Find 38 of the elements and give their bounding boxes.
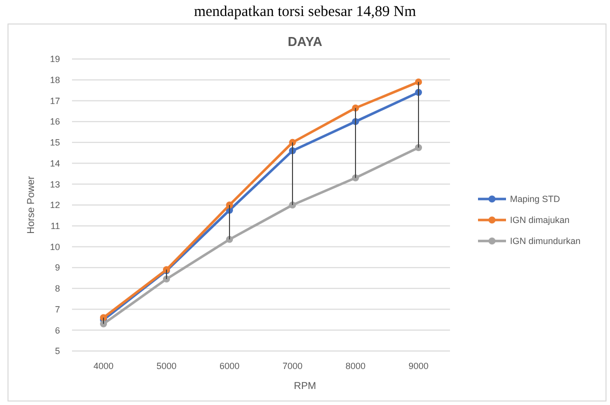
x-tick-label: 6000 bbox=[219, 361, 240, 371]
y-tick-label: 16 bbox=[50, 116, 60, 127]
y-tick-label: 14 bbox=[50, 158, 60, 168]
legend-label: IGN dimundurkan bbox=[510, 236, 581, 246]
point bbox=[415, 78, 422, 86]
point bbox=[226, 202, 233, 208]
y-axis-title: Horse Power bbox=[26, 175, 37, 234]
y-tick-label: 13 bbox=[50, 179, 60, 190]
x-tick-label: 4000 bbox=[93, 361, 114, 371]
x-tick-label: 9000 bbox=[408, 361, 429, 371]
y-tick-label: 7 bbox=[54, 304, 60, 314]
x-tick-label: 7000 bbox=[282, 361, 303, 371]
legend-label: Maping STD bbox=[510, 194, 561, 204]
chart-title: DAYA bbox=[288, 34, 323, 49]
x-tick-label: 5000 bbox=[156, 361, 177, 371]
y-tick-label: 18 bbox=[50, 75, 60, 86]
x-axis-title: RPM bbox=[294, 381, 316, 392]
y-tick-label: 19 bbox=[50, 54, 60, 64]
point bbox=[289, 202, 296, 208]
x-tick-label: 8000 bbox=[345, 361, 366, 371]
y-tick-label: 8 bbox=[54, 284, 60, 294]
y-tick-label: 11 bbox=[50, 221, 60, 232]
point bbox=[352, 104, 359, 112]
point bbox=[415, 144, 422, 152]
point bbox=[289, 138, 296, 146]
point bbox=[163, 276, 170, 283]
y-tick-label: 15 bbox=[50, 138, 60, 148]
point bbox=[226, 236, 233, 243]
y-tick-label: 6 bbox=[54, 325, 60, 336]
y-tick-label: 9 bbox=[54, 262, 60, 273]
y-tick-label: 12 bbox=[50, 200, 60, 210]
text: mendapatkan torsi sebesar 14,89 Nm bbox=[194, 4, 416, 20]
y-tick-label: 10 bbox=[50, 242, 60, 252]
y-tick-label: 5 bbox=[54, 346, 60, 356]
y-tick-label: 17 bbox=[50, 96, 60, 106]
point bbox=[100, 320, 107, 328]
legend-label: IGN dimajukan bbox=[510, 215, 570, 226]
point bbox=[352, 174, 359, 182]
